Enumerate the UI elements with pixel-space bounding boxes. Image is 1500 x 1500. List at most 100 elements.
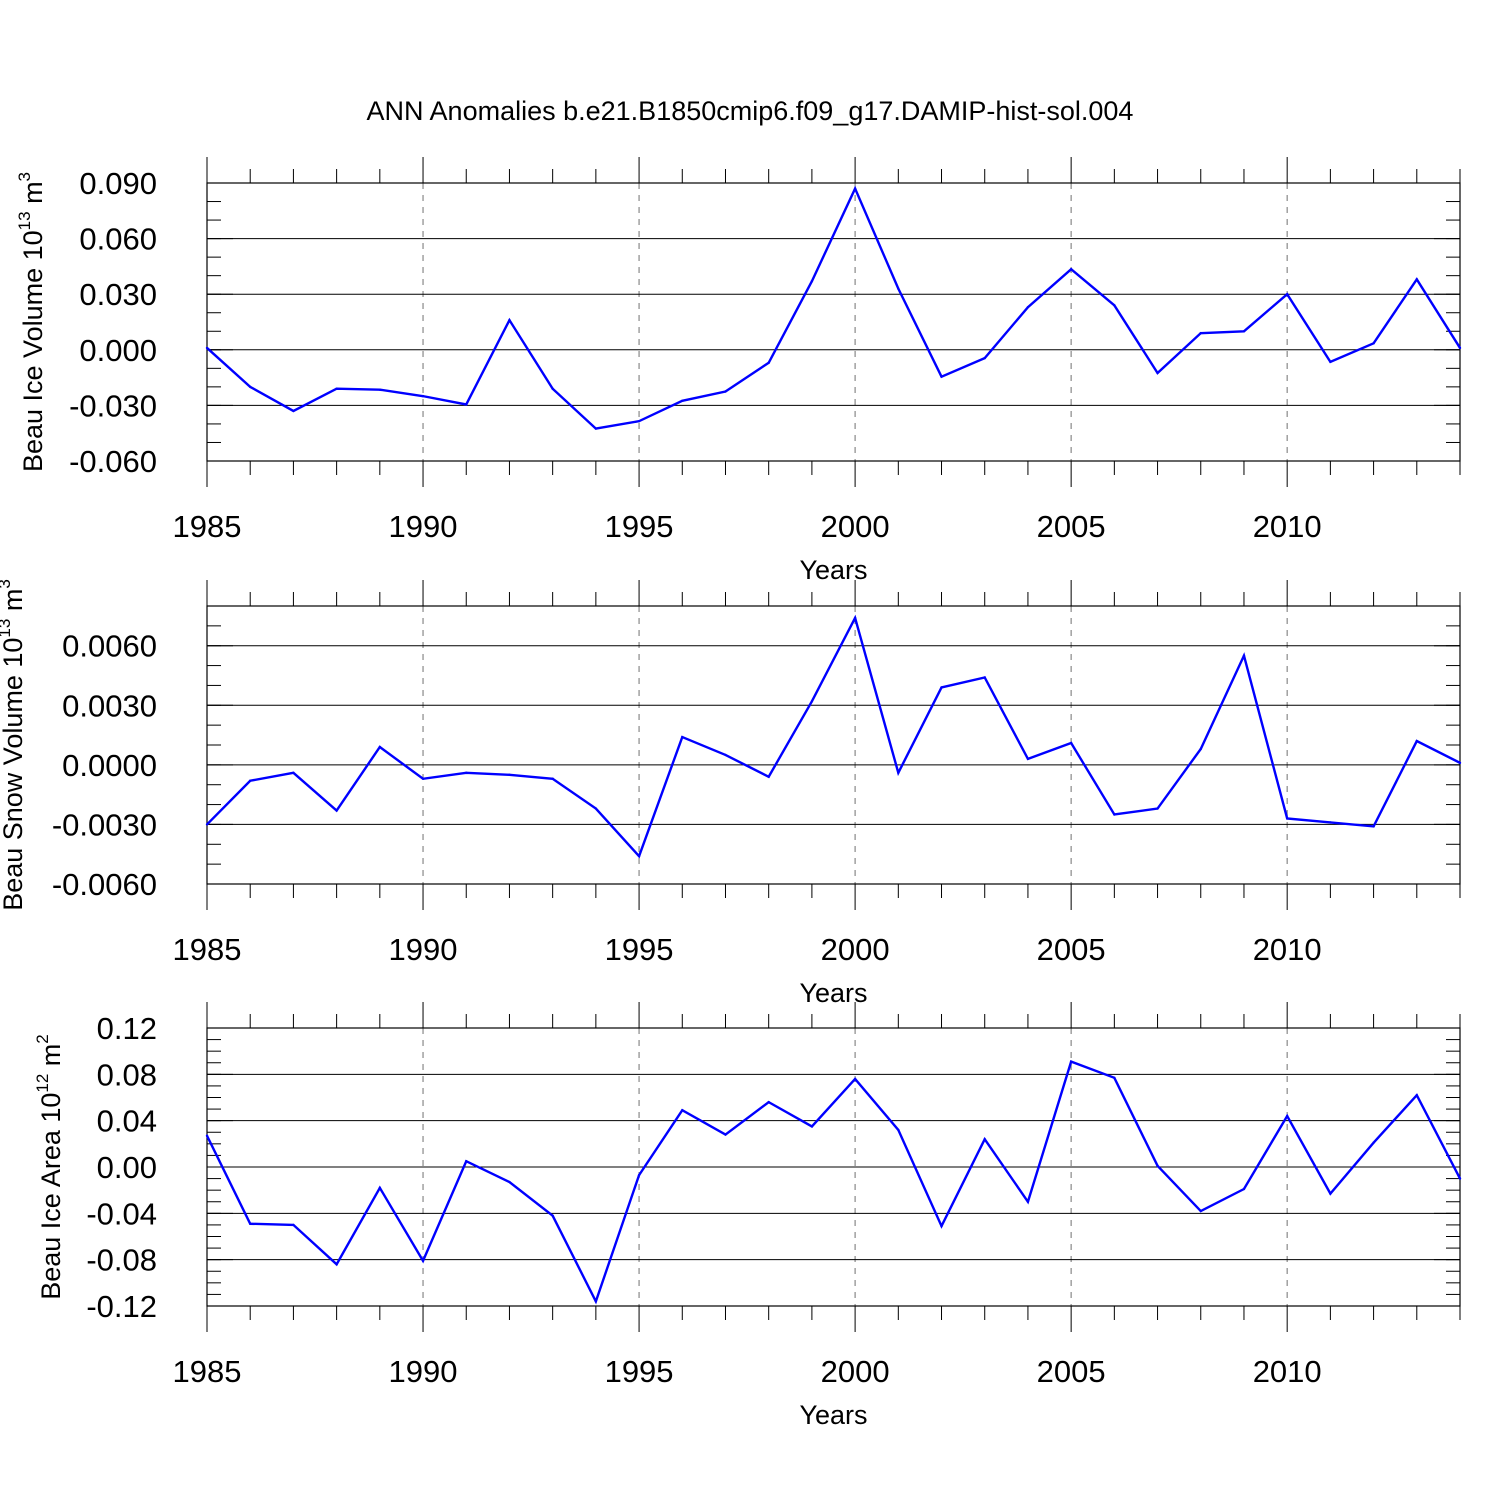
data-point	[1156, 371, 1159, 375]
series-line-snow-volume	[206, 614, 1461, 859]
data-point	[1415, 739, 1418, 743]
data-point	[1242, 1187, 1246, 1191]
data-point	[1199, 1209, 1202, 1213]
x-tick-label: 1995	[605, 509, 674, 544]
data-point	[810, 1125, 814, 1128]
data-point	[508, 318, 511, 322]
data-point	[1329, 821, 1332, 824]
data-point	[897, 287, 900, 290]
data-point	[724, 753, 727, 757]
data-point	[1199, 747, 1202, 751]
data-point	[940, 686, 943, 689]
data-point	[1329, 1192, 1332, 1195]
data-point	[465, 403, 468, 406]
data-point	[205, 346, 209, 350]
y-tick-label: -0.12	[86, 1289, 157, 1324]
data-point	[810, 700, 814, 703]
data-point	[551, 777, 554, 780]
panel-ice-volume: -0.060 -0.030 0.000 0.030 0.060 0.090 1985 1990…	[15, 157, 1462, 585]
x-axis-label: Years	[799, 978, 867, 1008]
data-point	[1113, 1076, 1116, 1080]
data-point	[1069, 1060, 1073, 1063]
data-point	[1415, 278, 1418, 281]
data-point	[1026, 757, 1030, 761]
data-point	[1242, 654, 1246, 657]
panels: -0.060 -0.030 0.000 0.030 0.060 0.090 1985 1990…	[0, 157, 1462, 1430]
y-tick-label: 0.0060	[62, 629, 157, 664]
data-point	[724, 1133, 727, 1136]
x-tick-label: 1990	[389, 932, 458, 967]
x-tick-label: 1985	[173, 509, 242, 544]
data-point	[465, 771, 468, 774]
data-point	[551, 387, 554, 390]
data-point	[1156, 807, 1159, 810]
x-tick-label: 1995	[605, 932, 674, 967]
data-point	[767, 775, 770, 778]
x-tick-label: 2010	[1253, 1354, 1322, 1389]
data-point	[897, 1128, 900, 1132]
data-point	[1372, 825, 1375, 828]
y-tick-label: 0.060	[79, 222, 157, 257]
y-axis-label: Beau Ice Volume 1013 m3	[15, 172, 48, 472]
data-point	[897, 771, 900, 774]
x-tick-label: 1995	[605, 1354, 674, 1389]
data-point	[983, 356, 986, 360]
data-point	[940, 1224, 943, 1228]
data-point	[508, 1180, 511, 1184]
data-point	[249, 385, 252, 389]
y-tick-label: 0.030	[79, 277, 157, 312]
data-point	[724, 390, 727, 393]
y-tick-label: 0.090	[79, 166, 157, 201]
data-point	[767, 1100, 770, 1104]
y-tick-label: 0.000	[79, 333, 157, 368]
y-tick-label: -0.030	[69, 388, 157, 423]
x-axis-label: Years	[799, 1400, 867, 1430]
data-point	[1285, 1114, 1289, 1118]
data-point	[508, 773, 511, 776]
data-point	[1372, 1141, 1375, 1144]
data-point	[594, 427, 598, 430]
panel-ice-area: -0.12 -0.08 -0.04 0.00 0.04 0.08 0.12 1985 1990 1…	[33, 1002, 1462, 1430]
data-point	[378, 745, 382, 749]
data-point	[421, 1259, 425, 1263]
y-tick-label: 0.00	[97, 1150, 157, 1185]
data-point	[1069, 267, 1073, 271]
data-point	[853, 1077, 857, 1081]
data-point	[1156, 1164, 1159, 1168]
data-point	[853, 616, 857, 620]
data-point	[465, 1160, 468, 1163]
data-point	[681, 1109, 684, 1112]
data-point	[1113, 304, 1116, 307]
x-tick-label: 1990	[389, 509, 458, 544]
data-point	[335, 1263, 338, 1266]
data-point	[292, 1223, 295, 1227]
data-point	[1113, 813, 1116, 816]
data-point	[637, 855, 641, 858]
data-point	[1199, 331, 1202, 335]
y-tick-label: 0.08	[97, 1057, 157, 1092]
plot-frame	[206, 605, 1461, 885]
data-point	[853, 187, 857, 190]
data-point	[594, 1300, 598, 1303]
data-point	[1458, 1177, 1462, 1180]
data-point	[637, 419, 641, 423]
data-point	[594, 807, 598, 810]
data-point	[1372, 342, 1375, 345]
x-tick-label: 2005	[1037, 1354, 1106, 1389]
x-tick-label: 2005	[1037, 509, 1106, 544]
x-tick-label: 2000	[821, 509, 890, 544]
plot-frame	[206, 182, 1461, 462]
data-point	[983, 1138, 986, 1141]
x-tick-label: 2010	[1253, 932, 1322, 967]
x-axis-label: Years	[799, 555, 867, 585]
data-point	[205, 1134, 209, 1137]
data-point	[983, 676, 986, 679]
data-point	[1285, 293, 1289, 296]
x-tick-label: 1985	[173, 1354, 242, 1389]
data-point	[292, 409, 295, 413]
data-point	[1415, 1093, 1418, 1097]
y-tick-label: 0.0000	[62, 748, 157, 783]
data-point	[335, 387, 338, 390]
data-point	[1329, 360, 1332, 364]
